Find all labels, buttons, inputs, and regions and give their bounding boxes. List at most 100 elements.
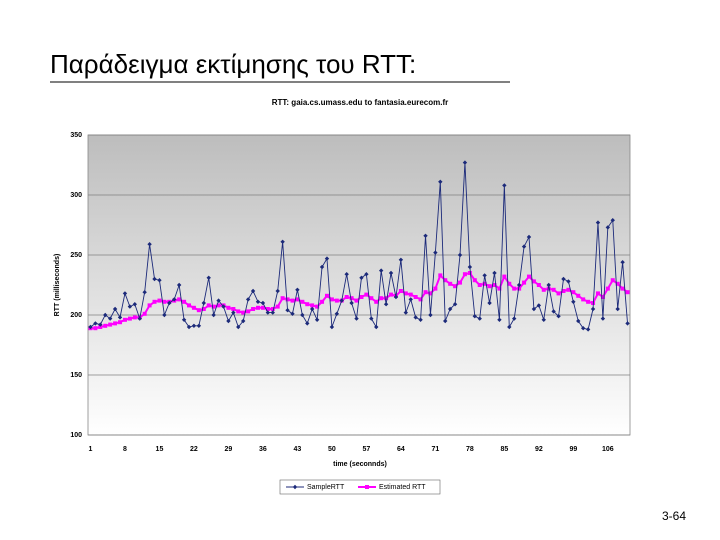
data-point [482,281,487,286]
data-point [620,260,625,265]
data-point [103,312,108,318]
data-point [374,299,379,304]
data-point [610,218,615,223]
data-point [458,280,463,285]
data-point [319,264,325,270]
data-point [260,305,265,310]
data-point [512,286,517,291]
y-tick-label: 250 [70,252,82,259]
data-point [413,295,418,299]
data-point [526,234,532,240]
data-point [541,317,546,322]
data-point [196,323,202,328]
data-point [152,276,157,282]
chart-title: RTT: gaia.cs.umass.edu to fantasia.eurec… [272,98,449,107]
data-point [497,317,502,322]
data-point [408,297,413,302]
x-tick-label: 43 [294,446,302,453]
data-point [280,296,285,301]
data-point [615,306,620,312]
data-point [625,290,630,295]
data-point [610,278,615,283]
x-tick-label: 50 [328,446,336,453]
data-point [536,283,541,287]
slide-title: Παράδειγμα εκτίμησης του RTT: [50,49,416,79]
data-point [403,291,408,296]
data-point [566,279,571,284]
data-point [571,290,576,295]
data-point [625,321,630,326]
data-point [93,326,98,331]
data-point [88,324,93,330]
x-tick-label: 106 [602,446,614,453]
data-point [536,303,542,308]
data-point [448,281,453,286]
data-point [507,324,512,330]
data-point [132,315,137,320]
data-point [324,293,329,298]
data-point [300,312,305,318]
data-point [423,290,428,295]
data-point [364,292,369,297]
data-point [152,299,157,304]
data-point [216,298,221,303]
data-point [246,309,251,314]
data-point [300,299,305,304]
data-point [502,274,507,279]
data-point [369,316,374,321]
data-point [433,286,438,291]
data-point [556,314,561,319]
x-tick-label: 92 [535,446,543,453]
data-point [147,242,152,247]
data-point [181,317,187,322]
data-point [477,316,482,321]
legend-marker [292,484,298,490]
x-tick-label: 99 [569,446,577,453]
data-point [492,270,497,276]
data-point [177,297,182,302]
data-point [117,315,123,320]
data-point [364,272,369,277]
x-tick-label: 22 [190,446,198,453]
data-point [162,312,167,318]
y-tick-label: 300 [70,192,82,199]
data-point [428,291,433,296]
data-point [132,302,138,307]
data-point [467,264,473,270]
x-tick-label: 1 [89,446,93,453]
x-tick-label: 15 [156,446,164,453]
data-point [354,316,359,321]
data-point [472,278,477,283]
data-point [389,292,394,297]
data-point [344,295,349,299]
data-point [393,294,399,300]
data-point [522,280,527,285]
data-point [320,299,325,304]
data-point [127,304,133,309]
data-point [122,291,128,296]
x-tick-label: 29 [225,446,233,453]
data-point [255,305,260,310]
data-point [98,325,103,329]
data-point [290,298,295,303]
data-point [497,286,502,291]
data-point [482,273,487,278]
data-point [315,304,320,309]
data-point [142,290,147,295]
data-point [546,286,551,291]
data-point [605,286,610,291]
data-point [275,288,280,294]
data-point [196,308,201,313]
data-point [122,317,127,322]
data-point [231,310,236,315]
data-point [586,299,591,304]
data-point [551,309,556,314]
data-point [438,273,443,278]
data-point [453,284,458,289]
data-point [270,307,275,311]
y-tick-label: 100 [70,432,82,439]
data-point [241,310,246,315]
data-point [477,283,482,287]
data-point [172,297,177,302]
data-point [571,299,576,304]
